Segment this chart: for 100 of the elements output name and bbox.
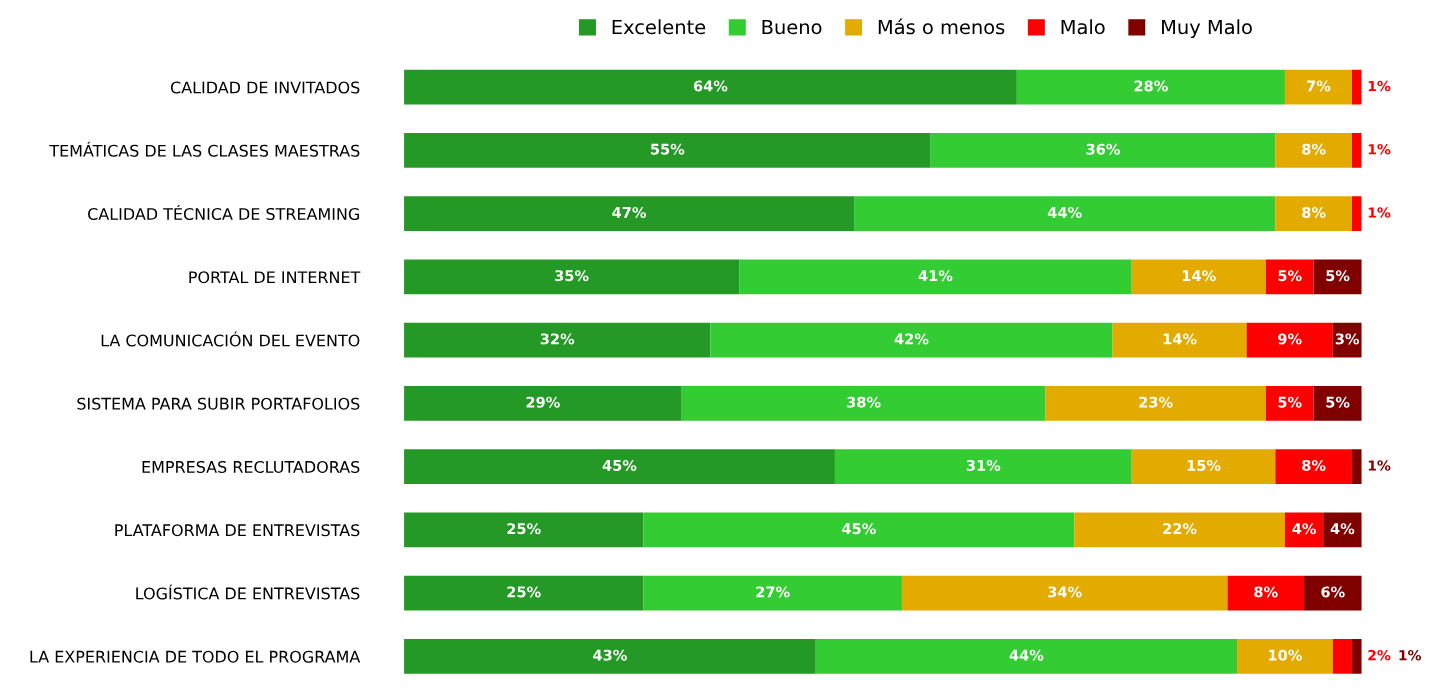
- data-label: 32%: [540, 333, 575, 345]
- data-label: 41%: [918, 270, 953, 282]
- data-label: 31%: [966, 459, 1001, 471]
- bar: [1275, 449, 1352, 485]
- data-label: 27%: [756, 586, 790, 598]
- data-label: 28%: [1134, 80, 1168, 92]
- bar: [404, 449, 835, 485]
- data-label: 5%: [1326, 396, 1350, 408]
- bar: [1351, 133, 1362, 168]
- data-label: 5%: [1278, 270, 1302, 282]
- bar: [854, 196, 1276, 232]
- bar: [1227, 575, 1305, 611]
- data-label: 29%: [526, 396, 560, 408]
- bar: [1246, 322, 1333, 358]
- data-label: 43%: [593, 649, 627, 661]
- legend-label: Muy Malo: [1162, 19, 1252, 39]
- data-label: 14%: [1182, 270, 1216, 282]
- bar: [1016, 69, 1285, 105]
- bar: [1351, 449, 1362, 485]
- bar: [1045, 386, 1266, 421]
- data-label: 15%: [1187, 459, 1221, 471]
- bar: [1323, 512, 1362, 548]
- bar: [1275, 196, 1352, 232]
- data-label: 44%: [1009, 649, 1044, 661]
- bar: [681, 386, 1046, 421]
- y-tick-label: CALIDAD TÉCNICA DE STREAMING: [88, 205, 359, 221]
- data-label: 10%: [1269, 649, 1302, 661]
- bar: [710, 322, 1113, 358]
- data-label: 55%: [651, 143, 685, 155]
- data-label: 14%: [1163, 333, 1197, 345]
- bar: [1275, 133, 1352, 168]
- bar: [834, 449, 1132, 485]
- data-label: 47%: [612, 206, 647, 218]
- data-label: 22%: [1163, 523, 1197, 535]
- bar: [404, 322, 711, 358]
- y-tick-label: TEMÁTICAS DE LAS CLASES MAESTRAS: [49, 141, 360, 157]
- data-label: 8%: [1254, 586, 1278, 598]
- data-label: 42%: [894, 333, 929, 345]
- data-label: 6%: [1321, 586, 1345, 598]
- bar: [901, 575, 1228, 611]
- bar: [1237, 639, 1333, 674]
- bar: [1313, 386, 1362, 421]
- bar: [404, 386, 682, 421]
- bar: [1351, 69, 1362, 105]
- bar: [1074, 512, 1285, 548]
- data-label: 4%: [1292, 523, 1317, 535]
- bar: [643, 575, 902, 611]
- y-tick-label: LOGÍSTICA DE ENTREVISTAS: [136, 584, 360, 600]
- data-label: 64%: [693, 80, 728, 92]
- data-label: 25%: [507, 586, 541, 598]
- y-tick-label: PLATAFORMA DE ENTREVISTAS: [115, 524, 360, 537]
- bar: [815, 639, 1238, 674]
- bar: [1131, 449, 1276, 485]
- data-label: 36%: [1086, 143, 1121, 155]
- bar: [930, 133, 1276, 168]
- legend-label: Más o menos: [878, 18, 1005, 35]
- data-label: 5%: [1326, 270, 1350, 282]
- bar: [643, 512, 1075, 548]
- data-label: 5%: [1278, 396, 1302, 408]
- data-label: 9%: [1278, 333, 1302, 345]
- bar: [1265, 386, 1314, 421]
- bar: [1131, 259, 1266, 295]
- bar: [1304, 575, 1362, 611]
- data-label: 8%: [1302, 206, 1326, 218]
- y-tick-label: EMPRESAS RECLUTADORAS: [142, 460, 360, 473]
- bar: [1332, 639, 1352, 674]
- bar: [404, 196, 855, 232]
- data-label: 2%: [1368, 649, 1391, 661]
- data-label: 25%: [507, 523, 541, 535]
- legend-label: Excelente: [612, 19, 706, 35]
- bar: [1284, 69, 1352, 105]
- bar: [404, 69, 1017, 105]
- data-label: 3%: [1335, 333, 1360, 345]
- y-tick-label: SISTEMA PARA SUBIR PORTAFOLIOS: [77, 397, 360, 410]
- bar: [1313, 259, 1362, 295]
- bar: [404, 259, 740, 295]
- data-label: 7%: [1307, 80, 1331, 92]
- bar: [404, 512, 644, 548]
- data-label: 45%: [602, 459, 637, 471]
- data-label: 23%: [1139, 396, 1173, 408]
- bar: [739, 259, 1132, 295]
- bar: [1112, 322, 1247, 358]
- data-label: 34%: [1048, 586, 1082, 598]
- data-label: 44%: [1047, 206, 1082, 218]
- data-label: 1%: [1368, 207, 1391, 218]
- legend-label: Malo: [1061, 19, 1105, 35]
- data-label: 4%: [1330, 523, 1355, 535]
- y-tick-label: CALIDAD DE INVITADOS: [170, 81, 360, 94]
- data-label: 1%: [1368, 80, 1391, 92]
- data-label: 45%: [842, 523, 876, 535]
- bar: [1351, 639, 1362, 674]
- data-label: 8%: [1302, 459, 1326, 471]
- data-label: 1%: [1368, 460, 1391, 471]
- data-label: 1%: [1399, 649, 1422, 661]
- bar: [1351, 196, 1362, 232]
- bar: [404, 575, 644, 611]
- legend-label: Bueno: [762, 19, 822, 35]
- bar: [404, 133, 931, 168]
- bar: [404, 639, 816, 674]
- y-tick-label: PORTAL DE INTERNET: [189, 271, 361, 284]
